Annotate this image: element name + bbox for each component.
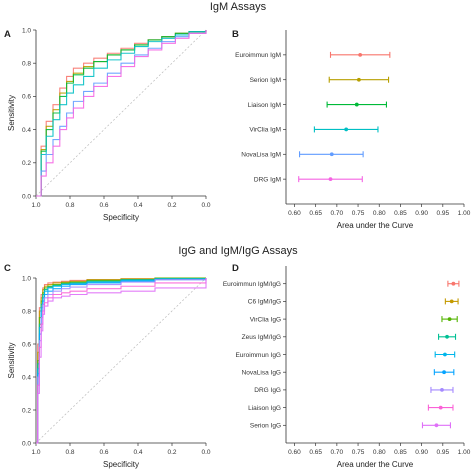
roc-curve [36,277,206,444]
auc-forest-plot-igm: 0.60 0.65 0.70 0.75 0.80 0.85 0.90 0.95 1.00 Euro… [235,30,471,230]
auc-point [442,370,446,375]
x-axis-title: Area under the Curve [337,460,414,469]
x-axis-title: Area under the Curve [337,221,414,230]
auc-point [438,405,443,410]
y-tick-label: 0.2 [22,160,31,167]
y-tick-label: 0.8 [22,308,31,315]
assay-label: C6 IgM/IgG [248,299,281,306]
y-tick-label: 0.0 [22,193,31,200]
x-tick-label: 0.75 [352,449,365,456]
x-tick-label: 0.6 [99,202,108,209]
x-tick-label: 0.65 [309,210,322,217]
auc-point [328,177,333,182]
assay-label: Liaison IgG [248,405,281,412]
x-tick-label: 0.6 [99,449,108,456]
panel-letter-d: D [232,263,239,274]
top-section-title: IgM Assays [210,1,267,13]
x-tick-label: 0.60 [288,449,301,456]
auc-point [440,388,444,392]
auc-point [445,334,449,339]
y-tick-label: 0.0 [22,440,31,447]
x-tick-label: 0.85 [394,449,407,456]
roc-curve [36,277,206,444]
assay-label: Zeus IgM/IgG [242,334,281,341]
roc-curve [36,278,207,444]
y-tick-label: 0.6 [22,341,31,348]
roc-curve [36,30,207,197]
y-tick-label: 0.8 [22,61,31,68]
panel-letter-b: B [232,29,239,40]
auc-point [443,352,447,357]
x-tick-label: 0.0 [201,202,210,209]
assay-label: Liaison IgM [248,102,281,109]
reference-diagonal [35,277,207,444]
assay-label: Euroimmun IgM/IgG [223,281,281,288]
y-axis-title: Sensitivity [7,342,16,378]
auc-point [449,299,454,304]
x-axis-title: Specificity [103,460,139,469]
x-tick-label: 1.0 [31,202,40,209]
y-tick-label: 1.0 [22,275,31,282]
x-tick-label: 0.0 [201,449,210,456]
x-tick-label: 0.4 [133,202,142,209]
x-tick-label: 0.90 [415,210,428,217]
assay-label: Euroimmun IgG [235,352,281,359]
y-tick-label: 0.4 [22,127,31,134]
assay-label: Euroimmun IgM [235,52,281,59]
auc-point [434,423,439,428]
roc-curve [36,30,207,197]
x-tick-label: 0.80 [373,449,386,456]
x-tick-label: 0.95 [436,449,449,456]
y-tick-label: 0.6 [22,94,31,101]
x-tick-label: 0.70 [331,449,344,456]
y-axis-title: Sensitivity [7,95,16,131]
auc-point [354,102,359,107]
auc-point [358,52,363,57]
x-tick-label: 0.8 [65,449,74,456]
auc-point [447,317,452,321]
roc-plot-igg: 1.0 0.8 0.6 0.4 0.2 0.0 0.0 0.2 0.4 0.6 0.8 1.0 Spec… [7,275,211,469]
assay-label: DRG IgG [254,387,281,394]
assay-label: NovaLisa IgG [242,370,281,377]
x-tick-label: 0.60 [288,210,301,217]
x-tick-label: 0.8 [65,202,74,209]
x-tick-label: 0.80 [373,210,386,217]
auc-forest-plot-igg: 0.60 0.65 0.70 0.75 0.80 0.85 0.90 0.95 1.00 Euro… [223,266,471,469]
assay-label: VirClia IgG [250,316,281,323]
x-tick-label: 0.4 [133,449,142,456]
x-tick-label: 1.00 [458,210,471,217]
x-tick-label: 0.85 [394,210,407,217]
x-tick-label: 0.2 [167,449,176,456]
x-tick-label: 0.75 [352,210,365,217]
x-tick-label: 0.65 [309,449,322,456]
panel-letter-c: C [4,263,11,274]
y-tick-label: 1.0 [22,27,31,34]
roc-plot-igm: 1.0 0.8 0.6 0.4 0.2 0.0 0.0 0.2 0.4 0.6 0.8 1.0 Spec… [7,27,211,222]
bottom-section-title: IgG and IgM/IgG Assays [178,245,298,257]
auc-point [329,152,334,157]
x-tick-label: 0.2 [167,202,176,209]
auc-point [344,127,349,132]
assay-label: Serion IgM [250,77,281,84]
assay-label: Serion IgG [250,423,281,430]
x-axis-title: Specificity [103,213,139,222]
x-tick-label: 0.90 [415,449,428,456]
y-tick-label: 0.2 [22,407,31,414]
x-tick-label: 0.95 [436,210,449,217]
x-tick-label: 0.70 [331,210,344,217]
assay-label: DRG IgM [254,176,281,183]
assay-label: VirClia IgM [249,127,281,134]
auc-point [451,281,456,286]
x-tick-label: 1.00 [458,449,471,456]
assay-label: NovaLisa IgM [241,152,281,159]
x-tick-label: 1.0 [31,449,40,456]
y-tick-label: 0.4 [22,374,31,381]
panel-letter-a: A [4,29,11,40]
auc-point [356,77,361,82]
